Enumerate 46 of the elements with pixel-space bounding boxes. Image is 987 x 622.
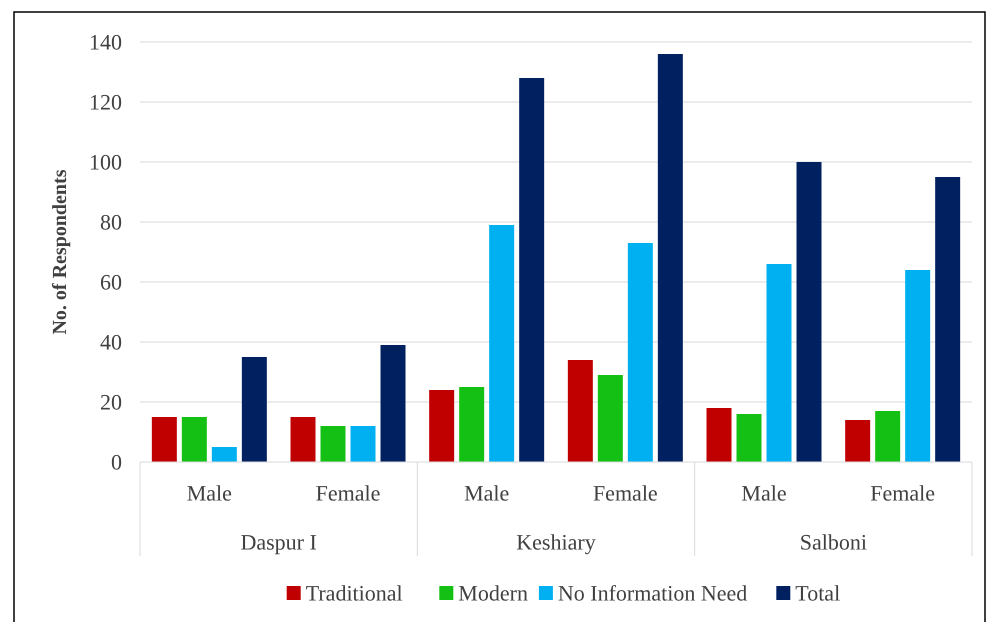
bar — [796, 162, 822, 462]
legend-label: Total — [795, 580, 840, 606]
legend-label: No Information Need — [558, 580, 748, 606]
y-tick-label: 20 — [100, 390, 122, 415]
bar — [429, 390, 454, 462]
y-tick-label: 140 — [89, 30, 122, 55]
bar — [459, 387, 484, 462]
bar — [766, 264, 792, 462]
bar — [598, 375, 623, 462]
legend-label: Modern — [458, 580, 528, 606]
bar — [489, 225, 514, 462]
text: Daspur I — [240, 530, 317, 555]
bar — [736, 414, 762, 462]
y-tick-label: 60 — [100, 270, 122, 295]
bar — [875, 411, 900, 462]
x-tick-label: Male — [464, 480, 510, 506]
x-tick-label: Male — [741, 480, 787, 506]
y-tick-label: 120 — [89, 90, 122, 115]
bar — [212, 447, 237, 462]
bar — [519, 78, 544, 462]
text: Salboni — [800, 530, 867, 555]
x-tick-label: Female — [592, 480, 658, 506]
bar — [935, 177, 960, 462]
y-tick-label: 0 — [111, 450, 122, 475]
bar — [182, 417, 207, 462]
bar — [350, 426, 376, 462]
bar — [568, 360, 593, 462]
y-tick-label: 100 — [89, 150, 122, 175]
y-tick-label: 40 — [100, 330, 122, 355]
bar — [845, 420, 870, 462]
bar — [658, 54, 683, 462]
x-tick-label: Female — [316, 480, 380, 506]
bar — [152, 417, 177, 462]
bar — [290, 417, 316, 462]
y-axis-title: No. of Respondents — [49, 169, 71, 335]
bar — [320, 426, 346, 462]
bar — [905, 270, 930, 462]
legend-label: Traditional — [306, 580, 403, 606]
bar — [628, 243, 653, 462]
x-tick-label: Male — [186, 480, 232, 506]
x-tick-label: Female — [870, 480, 936, 506]
bar — [706, 408, 732, 462]
y-tick-label: 80 — [100, 210, 122, 235]
bar — [242, 357, 267, 462]
text: Keshiary — [516, 530, 596, 555]
bar — [380, 345, 406, 462]
